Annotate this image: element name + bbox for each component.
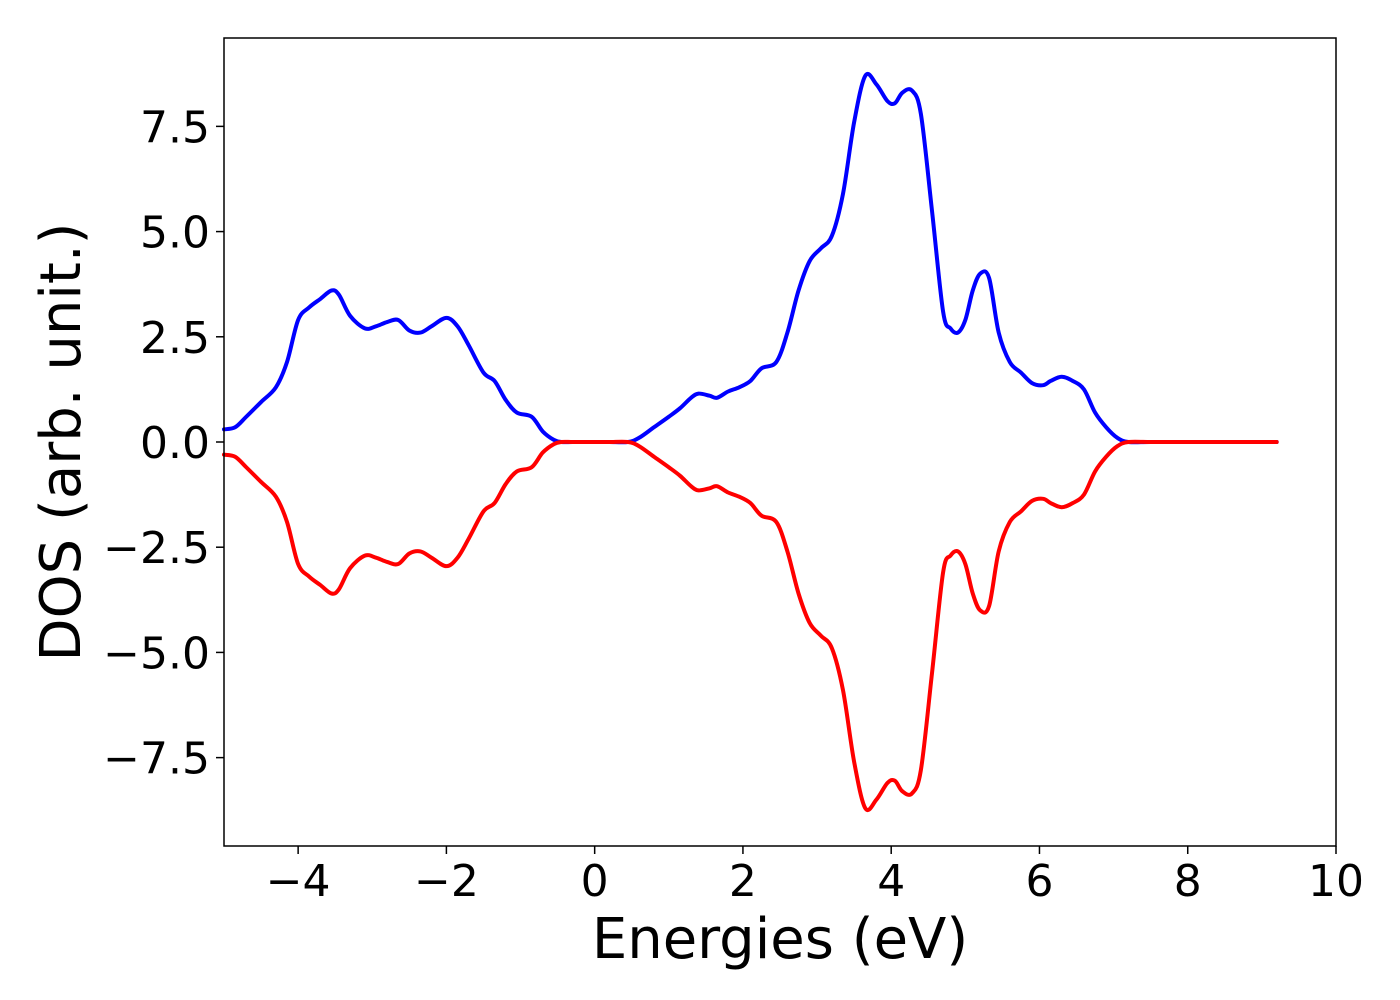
x-axis-ticks: −4 −2 0 2 4 6 8 10 <box>266 846 1364 907</box>
x-tick-label: −2 <box>414 856 479 907</box>
x-tick-label: 6 <box>1025 856 1053 907</box>
y-tick-label: 2.5 <box>140 313 210 364</box>
y-tick-label: −7.5 <box>103 734 210 785</box>
y-tick-label: −5.0 <box>103 628 210 679</box>
y-tick-label: 7.5 <box>140 102 210 153</box>
y-tick-label: −2.5 <box>103 523 210 574</box>
x-axis-label: Energies (eV) <box>592 907 968 972</box>
dos-line-red <box>222 439 1279 813</box>
dos-line-blue <box>222 71 1279 445</box>
y-tick-label: 0.0 <box>140 418 210 469</box>
x-tick-label: −4 <box>266 856 331 907</box>
y-tick-label: 5.0 <box>140 208 210 259</box>
y-axis-ticks: −7.5 −5.0 −2.5 0.0 2.5 5.0 7.5 <box>103 102 224 785</box>
series-layer <box>222 71 1279 813</box>
x-tick-label: 10 <box>1308 856 1364 907</box>
x-tick-label: 8 <box>1174 856 1202 907</box>
x-tick-label: 0 <box>581 856 609 907</box>
y-axis-label: DOS (arb. unit.) <box>29 222 94 661</box>
x-tick-label: 4 <box>877 856 905 907</box>
x-tick-label: 2 <box>729 856 757 907</box>
